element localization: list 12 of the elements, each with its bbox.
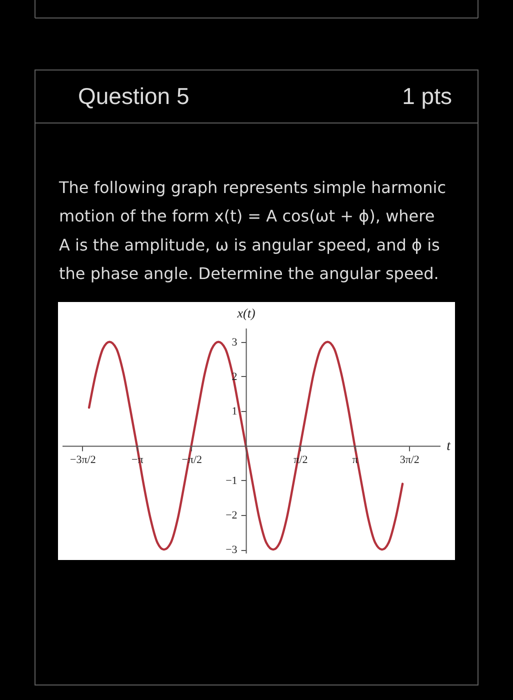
y-axis-title: x(t) <box>236 306 256 320</box>
y-tick-label: 3 <box>232 336 238 348</box>
x-tick-label: 3π/2 <box>400 454 420 466</box>
x-axis-title: t <box>446 439 452 454</box>
chart-subtitle: The following graph represents simple harmonic motion of the form x(t) = A cos(ωt + ϕ), where A is the amplitude, ω is angular speed, and ϕ is the phase angle. Determine the angular speed. <box>58 178 446 284</box>
y-tick-label: −1 <box>226 474 238 487</box>
y-tick-label: 1 <box>232 406 238 418</box>
y-tick-label: −3 <box>226 544 238 556</box>
y-tick-label: −2 <box>226 509 238 522</box>
chart-title: Question 5 <box>78 83 190 109</box>
x-tick-label: −3π/2 <box>70 454 96 466</box>
text: 1 pts <box>402 83 452 109</box>
